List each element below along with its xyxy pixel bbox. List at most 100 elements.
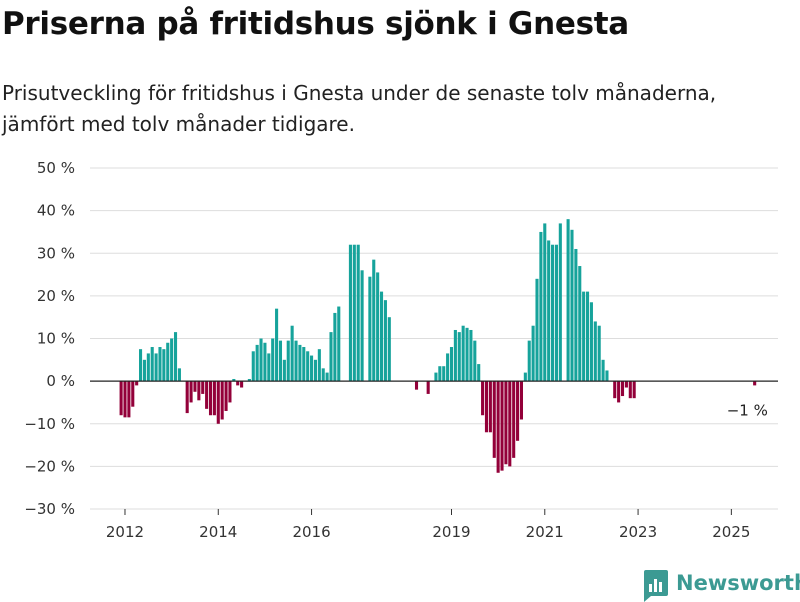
bar: [753, 381, 757, 386]
bar: [539, 231, 543, 382]
bar: [333, 312, 337, 382]
bar: [523, 372, 527, 382]
brand-logo: Newsworthy: [644, 568, 800, 602]
bar: [135, 381, 139, 386]
bar: [624, 381, 628, 388]
bar: [360, 270, 364, 382]
bar: [387, 317, 391, 382]
bar: [302, 347, 306, 382]
bar: [189, 381, 193, 403]
x-tick-label: 2012: [106, 523, 144, 541]
bar: [516, 381, 520, 441]
bar: [469, 329, 473, 382]
y-tick-label: 30 %: [37, 244, 75, 262]
y-tick-label: −10 %: [24, 415, 75, 433]
y-tick-label: 40 %: [37, 202, 75, 220]
bar: [317, 349, 321, 382]
bar: [282, 359, 286, 382]
x-tick-label: 2016: [292, 523, 330, 541]
bar: [519, 381, 523, 420]
bar: [414, 381, 419, 390]
bar: [465, 327, 469, 382]
x-tick-label: 2025: [712, 523, 750, 541]
bar: [438, 366, 442, 382]
bar: [632, 381, 636, 399]
annotation-label: −1 %: [727, 401, 768, 419]
y-tick-label: 20 %: [37, 287, 75, 305]
bar: [356, 244, 360, 382]
bar: [197, 381, 201, 401]
x-tick-label: 2023: [619, 523, 657, 541]
bar: [574, 248, 578, 382]
bar: [488, 381, 492, 433]
newsworthy-logo-icon: [644, 570, 668, 602]
y-tick-label: −20 %: [24, 457, 75, 475]
bar: [325, 372, 329, 382]
bar: [177, 368, 181, 382]
bar: [150, 347, 154, 382]
bar: [597, 325, 601, 382]
bar: [271, 338, 275, 382]
bar: [236, 381, 240, 386]
bar: [531, 325, 535, 382]
bar: [535, 278, 539, 382]
bar: [457, 332, 461, 382]
bar: [578, 266, 582, 382]
bar: [313, 359, 317, 382]
bar: [383, 300, 387, 382]
bar: [372, 259, 376, 382]
bar: [570, 229, 574, 382]
bar: [127, 381, 131, 418]
bar: [477, 364, 481, 382]
y-axis-ticks: 50 % 40 % 30 % 20 % 10 % 0 % −10 % −20 % −30 %: [24, 159, 75, 518]
bar: [585, 291, 590, 382]
bar: [442, 366, 446, 382]
x-tick-label: 2021: [526, 523, 564, 541]
bar: [492, 381, 496, 458]
bar: [286, 340, 290, 382]
bar: [352, 244, 356, 382]
y-tick-label: −30 %: [24, 500, 75, 518]
bar: [484, 381, 489, 433]
bar: [379, 291, 384, 382]
bar: [224, 381, 228, 411]
bar: [434, 372, 438, 382]
bar: [449, 347, 454, 382]
bar: [193, 381, 197, 392]
gridlines: [90, 167, 778, 510]
bar: [613, 381, 617, 399]
y-tick-label: 50 %: [37, 159, 75, 177]
bar: [201, 381, 205, 394]
bar: [228, 381, 232, 403]
bar: [170, 338, 174, 382]
bar: [278, 340, 283, 382]
bar: [512, 381, 516, 458]
bar: [589, 302, 593, 382]
bar: [620, 381, 625, 397]
bar: [310, 355, 314, 382]
bar: [131, 381, 135, 407]
annotations: −1 %: [727, 401, 768, 419]
bar: [628, 381, 632, 399]
bar: [208, 381, 213, 416]
bar: [139, 349, 143, 382]
bar: [220, 381, 224, 420]
bar: [461, 325, 465, 382]
bar: [426, 381, 430, 394]
bar: [601, 359, 605, 382]
bar: [496, 381, 500, 473]
bar: [154, 353, 158, 382]
bar: [290, 325, 294, 382]
bar: [558, 223, 562, 382]
bar: [500, 381, 504, 471]
bar: [348, 244, 352, 382]
bar: [508, 381, 512, 467]
bar: [446, 353, 450, 382]
x-tick-label: 2014: [199, 523, 237, 541]
y-tick-label: 0 %: [46, 372, 75, 390]
bar: [185, 381, 189, 414]
bar: [123, 381, 127, 418]
bar: [453, 329, 457, 382]
bar: [306, 351, 310, 382]
